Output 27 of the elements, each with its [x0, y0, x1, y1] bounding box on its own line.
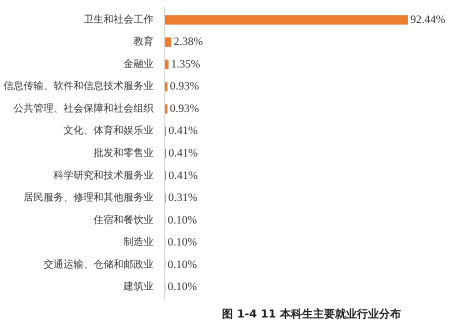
data-label: 0.41%: [168, 170, 198, 182]
y-tick-label: 公共管理、社会保障和社会组织: [14, 102, 154, 114]
data-label: 92.44%: [410, 14, 446, 26]
y-tick-label: 批发和零售业: [94, 147, 154, 159]
y-tick-label: 居民服务、修理和其他服务业: [24, 192, 154, 204]
y-tick-label: 金融业: [124, 58, 154, 70]
data-label: 0.93%: [170, 102, 200, 115]
text: 图 1-4 11 本科生主要就业行业分布: [222, 308, 401, 320]
y-tick-label: 住宿和餐饮业: [94, 214, 154, 226]
data-label: 0.41%: [168, 148, 198, 160]
data-label: 0.10%: [168, 236, 198, 249]
y-tick-label: 科学研究和技术服务业: [54, 169, 154, 182]
y-tick-label: 信息传输、软件和信息技术服务业: [4, 80, 154, 92]
data-label: 0.10%: [168, 214, 198, 226]
y-tick-label: 交通运输、仓储和邮政业: [44, 258, 154, 270]
data-label: 1.35%: [170, 58, 201, 70]
data-label: 0.41%: [168, 125, 198, 138]
data-label: 0.93%: [170, 80, 200, 93]
data-label: 0.10%: [168, 258, 198, 271]
data-label: 0.31%: [168, 192, 198, 204]
y-tick-label: 卫生和社会工作: [84, 13, 154, 26]
data-label: 2.38%: [174, 36, 204, 48]
y-tick-label: 建筑业: [122, 280, 154, 293]
y-tick-label: 教育: [134, 36, 154, 48]
y-tick-label: 文化、体育和娱乐业: [64, 124, 154, 137]
y-tick-label: 制造业: [124, 236, 154, 248]
data-label: 0.10%: [168, 281, 198, 294]
